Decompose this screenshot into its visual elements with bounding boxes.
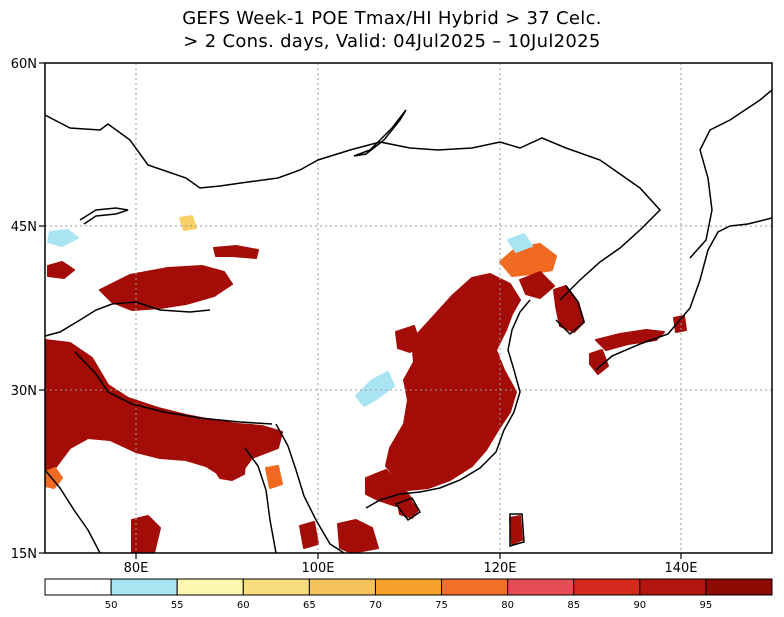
heat-region-low-nw <box>179 215 197 231</box>
colorbar-tick-label: 50 <box>105 600 118 611</box>
heat-region-myanmar <box>265 465 283 489</box>
heat-region-tarim <box>99 265 233 311</box>
probability-field <box>45 215 687 553</box>
colorbar-tick-label: 65 <box>303 600 316 611</box>
axis-ticks <box>39 62 682 559</box>
heat-region-myanmar-south <box>299 521 319 549</box>
colorbar-swatch <box>308 578 376 596</box>
lon-label: 140E <box>664 561 697 576</box>
heat-region-japan <box>595 329 665 351</box>
colorbar-tick-label: 75 <box>435 600 448 611</box>
map-title-line2: > 2 Cons. days, Valid: 04Jul2025 – 10Jul… <box>183 31 601 52</box>
colorbar-tick-label: 85 <box>567 600 580 611</box>
colorbar-tick-label: 80 <box>501 600 514 611</box>
heat-region-kyushu <box>589 349 609 375</box>
heat-region-east-china <box>385 273 521 491</box>
colorbar: 50 55 60 65 70 75 80 85 90 95 <box>44 578 773 611</box>
map-frame <box>44 62 773 554</box>
heat-region-nw <box>47 261 75 279</box>
heat-region-bangladesh <box>209 439 247 481</box>
colorbar-tick-label: 55 <box>171 600 184 611</box>
lon-label: 100E <box>301 561 334 576</box>
heat-region-south-india <box>131 515 161 553</box>
colorbar-tick-label: 95 <box>700 600 713 611</box>
colorbar-tick-label: 90 <box>633 600 646 611</box>
map-title-line1: GEFS Week-1 POE Tmax/HI Hybrid > 37 Celc… <box>182 8 602 29</box>
lat-label: 15N <box>11 547 37 562</box>
colorbar-swatch <box>110 578 178 596</box>
colorbar-swatch <box>374 578 443 596</box>
heat-region-bohai <box>519 271 555 299</box>
heat-region-honshu-east <box>673 315 687 333</box>
lon-label: 120E <box>483 561 516 576</box>
colorbar-tick-label: 70 <box>369 600 382 611</box>
coastlines <box>45 89 772 553</box>
colorbar-swatch <box>176 578 244 596</box>
lon-label: 80E <box>124 561 149 576</box>
colorbar-swatch <box>639 578 707 596</box>
lat-label: 45N <box>11 220 37 235</box>
colorbar-swatch <box>507 578 575 596</box>
colorbar-swatch <box>705 578 773 596</box>
colorbar-swatch <box>242 578 310 596</box>
heat-region-mongolia-west <box>213 245 259 259</box>
graticule <box>45 63 772 553</box>
heat-region-indochina <box>337 519 379 553</box>
heat-region-taiwan <box>509 515 523 545</box>
lat-label: 30N <box>11 384 37 399</box>
latitude-labels: 60N 45N 30N 15N <box>11 57 37 562</box>
longitude-labels: 80E 100E 120E 140E <box>124 561 698 576</box>
heat-region-sichuan-faint <box>355 371 395 407</box>
colorbar-swatch <box>441 578 509 596</box>
heat-region-korea-edge <box>507 233 533 253</box>
colorbar-swatch <box>44 578 112 596</box>
heat-region-faint-nw <box>47 229 79 247</box>
lat-label: 60N <box>11 57 37 72</box>
colorbar-tick-label: 60 <box>237 600 250 611</box>
colorbar-swatch <box>573 578 641 596</box>
heat-region-west-china <box>395 325 421 353</box>
heat-region-india-edge <box>45 467 63 489</box>
